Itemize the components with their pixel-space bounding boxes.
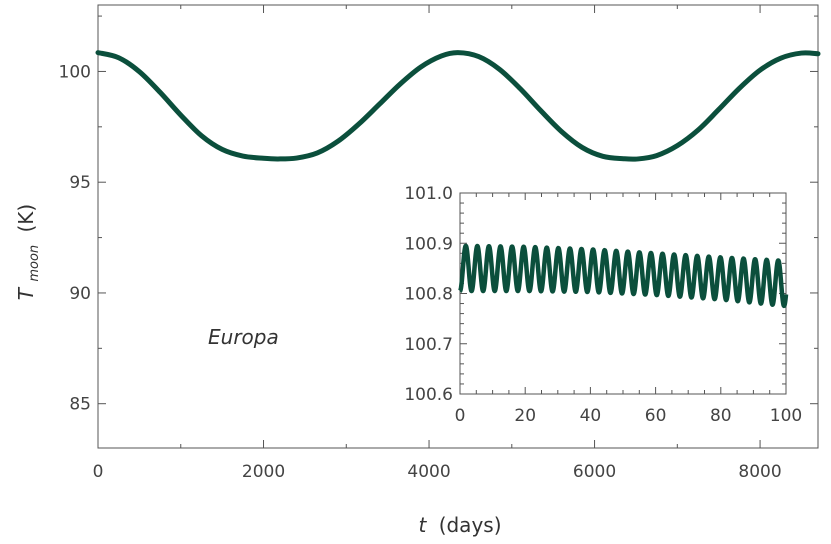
x-tick-label: 4000 xyxy=(407,462,450,482)
inset-x-tick-label: 80 xyxy=(710,406,732,426)
main-plot-frame xyxy=(97,4,819,449)
y-tick-label: 95 xyxy=(69,173,91,193)
y-axis-title: T moon (K) xyxy=(14,204,43,300)
x-tick-label: 6000 xyxy=(573,462,616,482)
inset-x-tick-label: 40 xyxy=(580,406,602,426)
temperature-series-line xyxy=(95,50,821,162)
inset-x-tick-label: 0 xyxy=(455,406,466,426)
inset-y-tick-label: 100.9 xyxy=(404,234,453,254)
inset-y-tick-label: 100.6 xyxy=(404,385,453,405)
x-tick-label: 2000 xyxy=(242,462,285,482)
inset-y-tick-label: 100.8 xyxy=(404,285,453,305)
inset-x-tick-label: 60 xyxy=(645,406,667,426)
inset-x-tick-label: 20 xyxy=(514,406,536,426)
x-tick-label: 0 xyxy=(93,462,104,482)
inset-temperature-series-line xyxy=(457,243,789,309)
x-tick-label: 8000 xyxy=(738,462,781,482)
inset-plot: 0 20 40 60 80 100 100.6 100.7 100.8 100.9 101.0 xyxy=(404,184,802,426)
y-tick-label: 100 xyxy=(59,62,91,82)
annotation-europa: Europa xyxy=(208,325,279,349)
x-axis-title: t (days) xyxy=(418,513,501,537)
y-tick-label: 85 xyxy=(69,395,91,415)
inset-y-tick-label: 101.0 xyxy=(404,184,453,204)
inset-y-tick-label: 100.7 xyxy=(404,335,453,355)
y-tick-label: 90 xyxy=(69,284,91,304)
inset-x-tick-label: 100 xyxy=(770,406,802,426)
main-plot: 0 2000 4000 6000 8000 85 90 95 100 xyxy=(59,4,821,482)
